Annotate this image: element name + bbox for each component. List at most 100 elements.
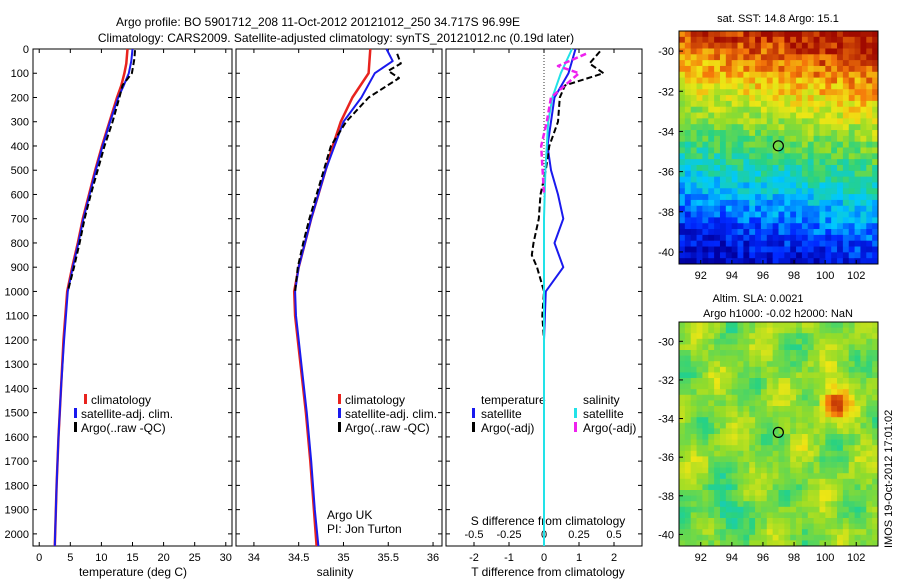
- map-cell: [755, 372, 762, 379]
- map-cell: [708, 366, 715, 373]
- map-cell: [755, 170, 762, 178]
- map-cell: [807, 112, 815, 119]
- map-cell: [860, 153, 867, 160]
- map-cell: [714, 411, 721, 418]
- map-cell: [679, 246, 686, 253]
- map-cell: [831, 42, 838, 49]
- map-cell: [831, 205, 838, 212]
- map-cell: [860, 71, 867, 79]
- map-cell: [679, 350, 686, 356]
- map-cell: [766, 338, 774, 345]
- map-cell: [725, 112, 733, 119]
- map-cell: [766, 411, 774, 418]
- map-cell: [731, 378, 738, 384]
- map-cell: [813, 411, 820, 418]
- map-cell: [696, 406, 703, 412]
- map-cell: [866, 439, 873, 446]
- map-cell: [702, 217, 709, 224]
- map-cell: [696, 252, 703, 259]
- map-cell: [807, 434, 815, 440]
- map-cell: [837, 54, 844, 61]
- map-cell: [749, 170, 756, 178]
- map-cell: [819, 506, 826, 513]
- map-cell: [813, 141, 820, 148]
- map-cell: [819, 333, 826, 340]
- map-cell: [708, 252, 715, 259]
- map-cell: [860, 400, 867, 407]
- map-cell: [825, 217, 832, 224]
- map-cell: [772, 258, 779, 265]
- map-cell: [813, 31, 820, 38]
- map-cell: [743, 100, 750, 108]
- map-cell: [749, 467, 756, 474]
- map-cell: [813, 406, 820, 412]
- map-cell: [784, 95, 791, 102]
- map-cell: [702, 135, 709, 143]
- map-cell: [813, 540, 820, 547]
- map-cell: [813, 71, 820, 79]
- map-cell: [708, 456, 715, 463]
- map-cell: [766, 130, 774, 137]
- map-cell: [801, 462, 809, 468]
- map-frame: [678, 321, 879, 547]
- map-cell: [848, 199, 855, 207]
- map-cell: [854, 100, 861, 108]
- map-cell: [801, 252, 809, 259]
- map-cell: [790, 258, 797, 265]
- map-cell: [825, 188, 832, 195]
- map-cell: [702, 211, 709, 218]
- map-cell: [743, 434, 750, 440]
- map-cell: [842, 417, 850, 424]
- map-cell: [872, 361, 879, 368]
- map-cell: [702, 252, 709, 259]
- map-cell: [749, 211, 756, 218]
- map-cell: [807, 106, 815, 113]
- map-cell: [679, 48, 686, 55]
- map-cell: [784, 523, 791, 530]
- map-cell: [866, 450, 873, 457]
- map-cell: [708, 240, 715, 247]
- map-cell: [860, 95, 867, 102]
- map-cell: [755, 490, 762, 496]
- map-cell: [714, 428, 721, 435]
- map-cell: [766, 118, 774, 125]
- x-tick-label: 34.5: [288, 552, 309, 564]
- map-cell: [860, 124, 867, 131]
- map-cell: [690, 350, 697, 356]
- map-cell: [784, 462, 791, 468]
- map-cell: [714, 194, 721, 201]
- map-cell: [760, 422, 768, 429]
- map-cell: [760, 355, 768, 362]
- series-line-2: [294, 53, 402, 292]
- map-cell: [755, 118, 762, 125]
- map-y-tick-label: -38: [658, 207, 674, 219]
- map-cell: [702, 229, 709, 236]
- map-cell: [854, 344, 861, 351]
- map-cell: [790, 229, 797, 236]
- map-cell: [755, 135, 762, 143]
- map-cell: [684, 36, 692, 44]
- map-cell: [766, 48, 774, 55]
- map-cell: [719, 217, 727, 224]
- map-cell: [719, 234, 727, 242]
- map-cell: [784, 130, 791, 137]
- map-cell: [778, 434, 785, 440]
- map-cell: [737, 170, 744, 178]
- map-cell: [708, 478, 715, 485]
- map-cell: [813, 445, 820, 452]
- map-cell: [719, 434, 727, 440]
- map-cell: [837, 124, 844, 131]
- map-cell: [714, 65, 721, 73]
- map-cell: [766, 417, 774, 424]
- map-cell: [690, 205, 697, 212]
- map-cell: [848, 159, 855, 166]
- map-cell: [749, 77, 756, 84]
- map-cell: [831, 211, 838, 218]
- map-cell: [719, 36, 727, 44]
- map-cell: [766, 467, 774, 474]
- map-cell: [725, 417, 733, 424]
- map-cell: [854, 439, 861, 446]
- map-cell: [842, 170, 850, 178]
- map-cell: [790, 54, 797, 61]
- map-cell: [819, 473, 826, 480]
